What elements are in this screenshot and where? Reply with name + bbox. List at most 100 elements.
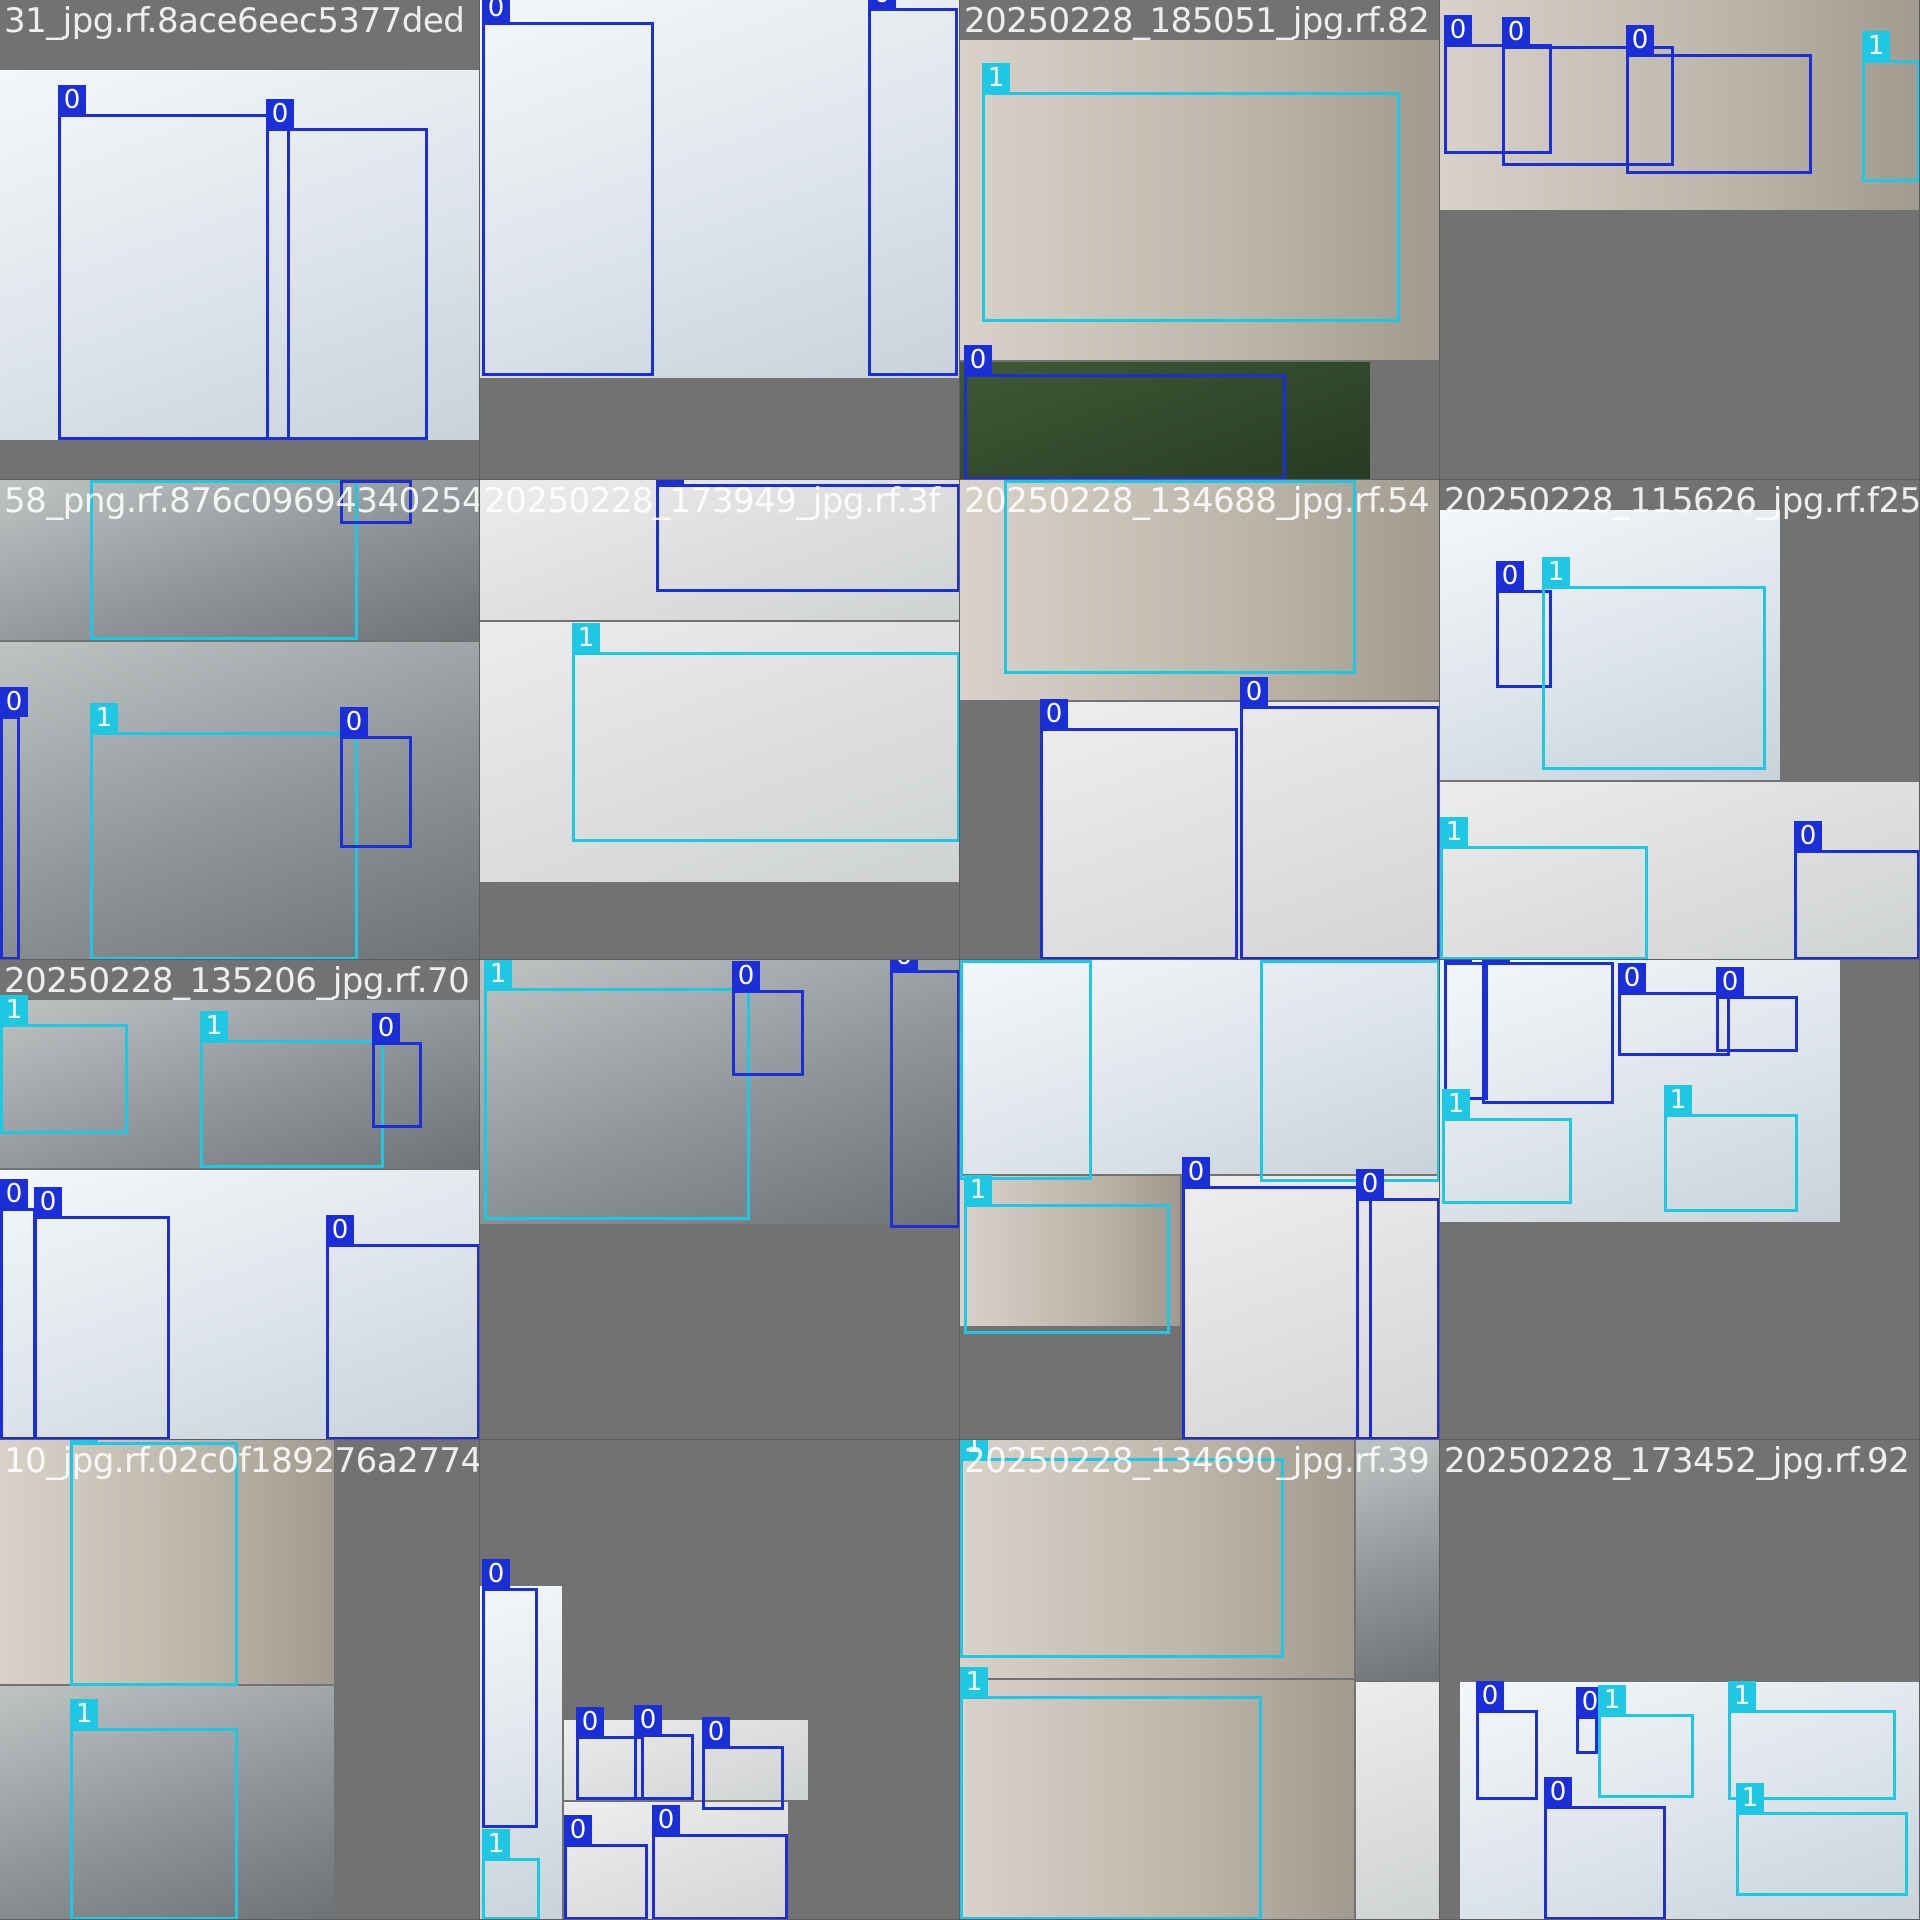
box-class-tag: 1 <box>0 995 28 1025</box>
bounding-box: 1 <box>572 623 959 842</box>
bounding-box: 1 <box>200 1011 384 1168</box>
box-class-tag: 0 <box>702 1717 730 1747</box>
bounding-box: 1 <box>982 63 1400 322</box>
tile-photo <box>960 960 1439 1174</box>
bounding-box: 0 <box>1716 967 1798 1052</box>
bounding-box: 0 <box>58 85 290 440</box>
box-class-tag: 0 <box>326 1215 354 1245</box>
tile-photo <box>960 1176 1180 1326</box>
bounding-box: 1 <box>960 1440 1284 1658</box>
tile-filename: 58_png.rf.876c096943402542 <box>4 481 480 521</box>
tile-photo <box>480 0 959 378</box>
tile-photo <box>0 1440 334 1684</box>
box-class-tag: 1 <box>1664 1085 1692 1115</box>
box-class-tag: 1 <box>1442 1089 1470 1119</box>
bounding-box: 0 <box>702 1717 784 1810</box>
box-class-tag: 0 <box>1496 561 1524 591</box>
bounding-box: 0 <box>1544 1777 1666 1919</box>
box-class-tag: 1 <box>200 1011 228 1041</box>
bounding-box: 1 <box>1736 1783 1908 1896</box>
box-class-tag: 1 <box>1736 1783 1764 1813</box>
box-class-tag: 0 <box>1040 699 1068 729</box>
tile-photo <box>564 1720 808 1800</box>
box-class-tag: 0 <box>652 1805 680 1835</box>
box-class-tag: 0 <box>1444 960 1472 963</box>
tile-filename: 20250228_115626_jpg.rf.f25 <box>1444 481 1920 521</box>
box-class-tag: 1 <box>960 960 988 961</box>
bounding-box: 1 <box>1862 31 1919 182</box>
bounding-box: 0 <box>482 0 654 376</box>
box-class-tag: 0 <box>656 480 684 485</box>
box-class-tag: 1 <box>960 1440 988 1459</box>
box-class-tag: 0 <box>340 707 368 737</box>
bounding-box: 0 <box>0 687 28 959</box>
box-class-tag: 0 <box>266 99 294 129</box>
tile-photo <box>1440 782 1919 959</box>
tile-filename: 20250228_134690_jpg.rf.39 <box>964 1441 1430 1481</box>
bounding-box: 0 <box>266 99 428 440</box>
tile-photo <box>1182 1176 1439 1439</box>
box-class-tag: 0 <box>0 1179 28 1209</box>
box-class-tag: 1 <box>1728 1681 1756 1711</box>
box-class-tag: 1 <box>1440 817 1468 847</box>
box-class-tag: 1 <box>964 1175 992 1205</box>
bounding-box: 0 <box>34 1187 170 1439</box>
mosaic-tile: 1 0 0 20250228_134688_jpg.rf.54 <box>960 480 1440 960</box>
box-class-tag: 0 <box>1240 677 1268 707</box>
box-class-tag: 1 <box>1862 31 1890 61</box>
tile-photo <box>0 642 479 959</box>
tile-filename: 20250228_135206_jpg.rf.70 <box>4 961 470 1001</box>
mosaic-tile: 0 1 1 0 20250228_115626_jpg.rf.f25 <box>1440 480 1920 960</box>
mosaic-tile: 0 0 31_jpg.rf.8ace6eec5377ded <box>0 0 480 480</box>
bounding-box: 0 <box>1444 15 1552 154</box>
bounding-box: 0 <box>1182 1157 1372 1439</box>
box-class-tag: 0 <box>964 345 992 375</box>
bounding-box: 0 <box>1476 1681 1538 1800</box>
mosaic-tile: 0 0 1 1 0 1 20250228_173452_jpg.rf.92 <box>1440 1440 1920 1920</box>
bounding-box: 0 <box>652 1805 788 1919</box>
bounding-box: 1 <box>70 1440 238 1686</box>
tile-photo <box>0 1170 479 1439</box>
bounding-box: 0 <box>634 1705 694 1800</box>
tile-photo <box>1440 960 1840 1222</box>
box-class-tag: 1 <box>1542 557 1570 587</box>
bounding-box: 0 <box>1576 1687 1604 1754</box>
bounding-box: 0 <box>1040 699 1238 959</box>
tile-photo <box>0 70 479 440</box>
bounding-box: 1 <box>1442 1089 1572 1204</box>
bounding-box: 0 <box>1502 17 1674 166</box>
tile-filename: 10_jpg.rf.02c0f189276a2774 <box>4 1441 480 1481</box>
mosaic-tile: 1 0 0 1 0 58_png.rf.876c096943402542 <box>0 480 480 960</box>
bounding-box: 0 <box>656 480 959 592</box>
bounding-box: 0 <box>1356 1169 1439 1439</box>
bounding-box: 1 <box>960 1667 1262 1919</box>
bounding-box: 0 <box>576 1707 644 1800</box>
bounding-box: 0 <box>964 345 1286 479</box>
box-class-tag: 1 <box>484 960 512 989</box>
box-class-tag: 1 <box>1260 960 1288 961</box>
bounding-box: 1 <box>1440 817 1648 959</box>
bounding-box: 0 <box>340 480 412 524</box>
bounding-box: 1 <box>70 1699 238 1919</box>
bounding-box: 0 <box>1496 561 1552 688</box>
box-class-tag: 1 <box>482 1829 510 1859</box>
bounding-box: 1 <box>960 960 1092 1180</box>
mosaic-tile: 1 1 1 0 0 <box>960 960 1440 1440</box>
tile-filename: 20250228_173452_jpg.rf.92 <box>1444 1441 1910 1481</box>
box-class-tag: 0 <box>1544 1777 1572 1807</box>
box-class-tag: 1 <box>572 623 600 653</box>
bounding-box: 0 <box>1794 821 1919 959</box>
box-class-tag: 0 <box>1502 17 1530 47</box>
tile-photo <box>0 1686 334 1919</box>
box-class-tag: 0 <box>340 480 368 481</box>
bounding-box: 1 <box>964 1175 1170 1334</box>
box-class-tag: 0 <box>1794 821 1822 851</box>
box-class-tag: 0 <box>890 960 918 971</box>
mosaic-tile: 0 0 0 0 1 1 <box>1440 960 1920 1440</box>
box-class-tag: 0 <box>482 0 510 23</box>
bounding-box: 0 <box>1626 25 1812 174</box>
mosaic-tile: 1 1 0 0 0 0 20250228_135206_jpg.rf.70 <box>0 960 480 1440</box>
box-class-tag: 0 <box>1444 15 1472 45</box>
box-class-tag: 0 <box>34 1187 62 1217</box>
